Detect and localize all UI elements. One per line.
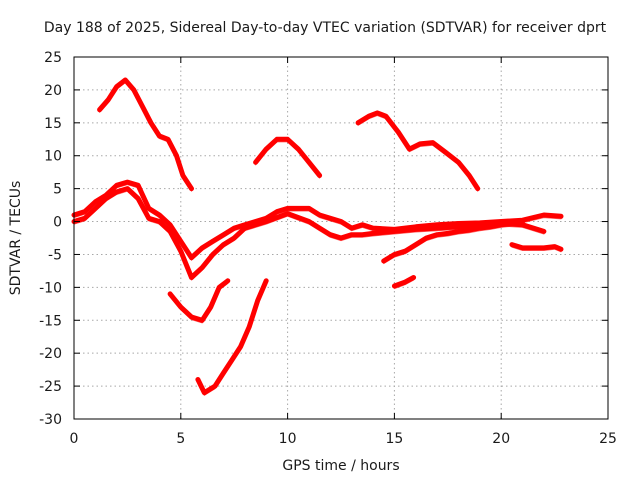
y-tick-label: 20: [44, 83, 62, 99]
series-8-line: [391, 275, 417, 289]
x-tick-label: 15: [385, 431, 403, 447]
y-tick-label: -5: [48, 247, 62, 263]
series-7-band: [511, 246, 562, 253]
y-tick-label: 10: [44, 149, 62, 165]
y-tick-label: 15: [44, 116, 62, 132]
y-axis-title: SDTVAR / TECUs: [8, 181, 24, 296]
series-10-line: [195, 278, 269, 396]
x-tick-label: 10: [279, 431, 297, 447]
series-5-line: [71, 186, 547, 280]
axis-ticks: [73, 56, 609, 420]
series-10-band: [197, 282, 267, 396]
series-1-line: [97, 77, 194, 192]
y-tick-label: -20: [39, 346, 62, 362]
series-9-band: [169, 282, 229, 324]
series-2-band: [255, 141, 321, 179]
series-6-band: [383, 223, 524, 265]
y-tick-label: 5: [53, 182, 62, 198]
x-tick-label: 25: [599, 431, 617, 447]
series-6-line: [381, 219, 526, 264]
plot-frame: [73, 56, 609, 420]
series-1-band: [99, 81, 193, 192]
x-tick-label: 20: [492, 431, 510, 447]
series-traces: [71, 77, 564, 396]
series-5-band: [73, 190, 545, 281]
x-axis-title: GPS time / hours: [282, 458, 399, 474]
series-8-band: [393, 279, 415, 290]
x-tick-label: 0: [70, 431, 79, 447]
series-7-line: [509, 242, 564, 252]
y-tick-label: -15: [39, 313, 62, 329]
series-3-band: [357, 114, 479, 192]
x-tick-label: 5: [176, 431, 185, 447]
series-2-line: [253, 136, 323, 178]
y-tick-label: 25: [44, 50, 62, 66]
y-tick-label: -25: [39, 379, 62, 395]
y-tick-label: 0: [53, 215, 62, 231]
x-tick-labels: 0 5 10 15 20 25: [70, 431, 617, 447]
series-9-line: [167, 278, 231, 323]
chart-title: Day 188 of 2025, Sidereal Day-to-day VTE…: [44, 20, 607, 36]
series-4-line: [71, 179, 564, 261]
y-tick-label: -10: [39, 280, 62, 296]
series-3-line: [355, 110, 481, 192]
y-tick-labels: 25 20 15 10 5 0 -5 -10 -15 -20 -25 -30: [39, 50, 62, 428]
y-tick-label: -30: [39, 412, 62, 428]
